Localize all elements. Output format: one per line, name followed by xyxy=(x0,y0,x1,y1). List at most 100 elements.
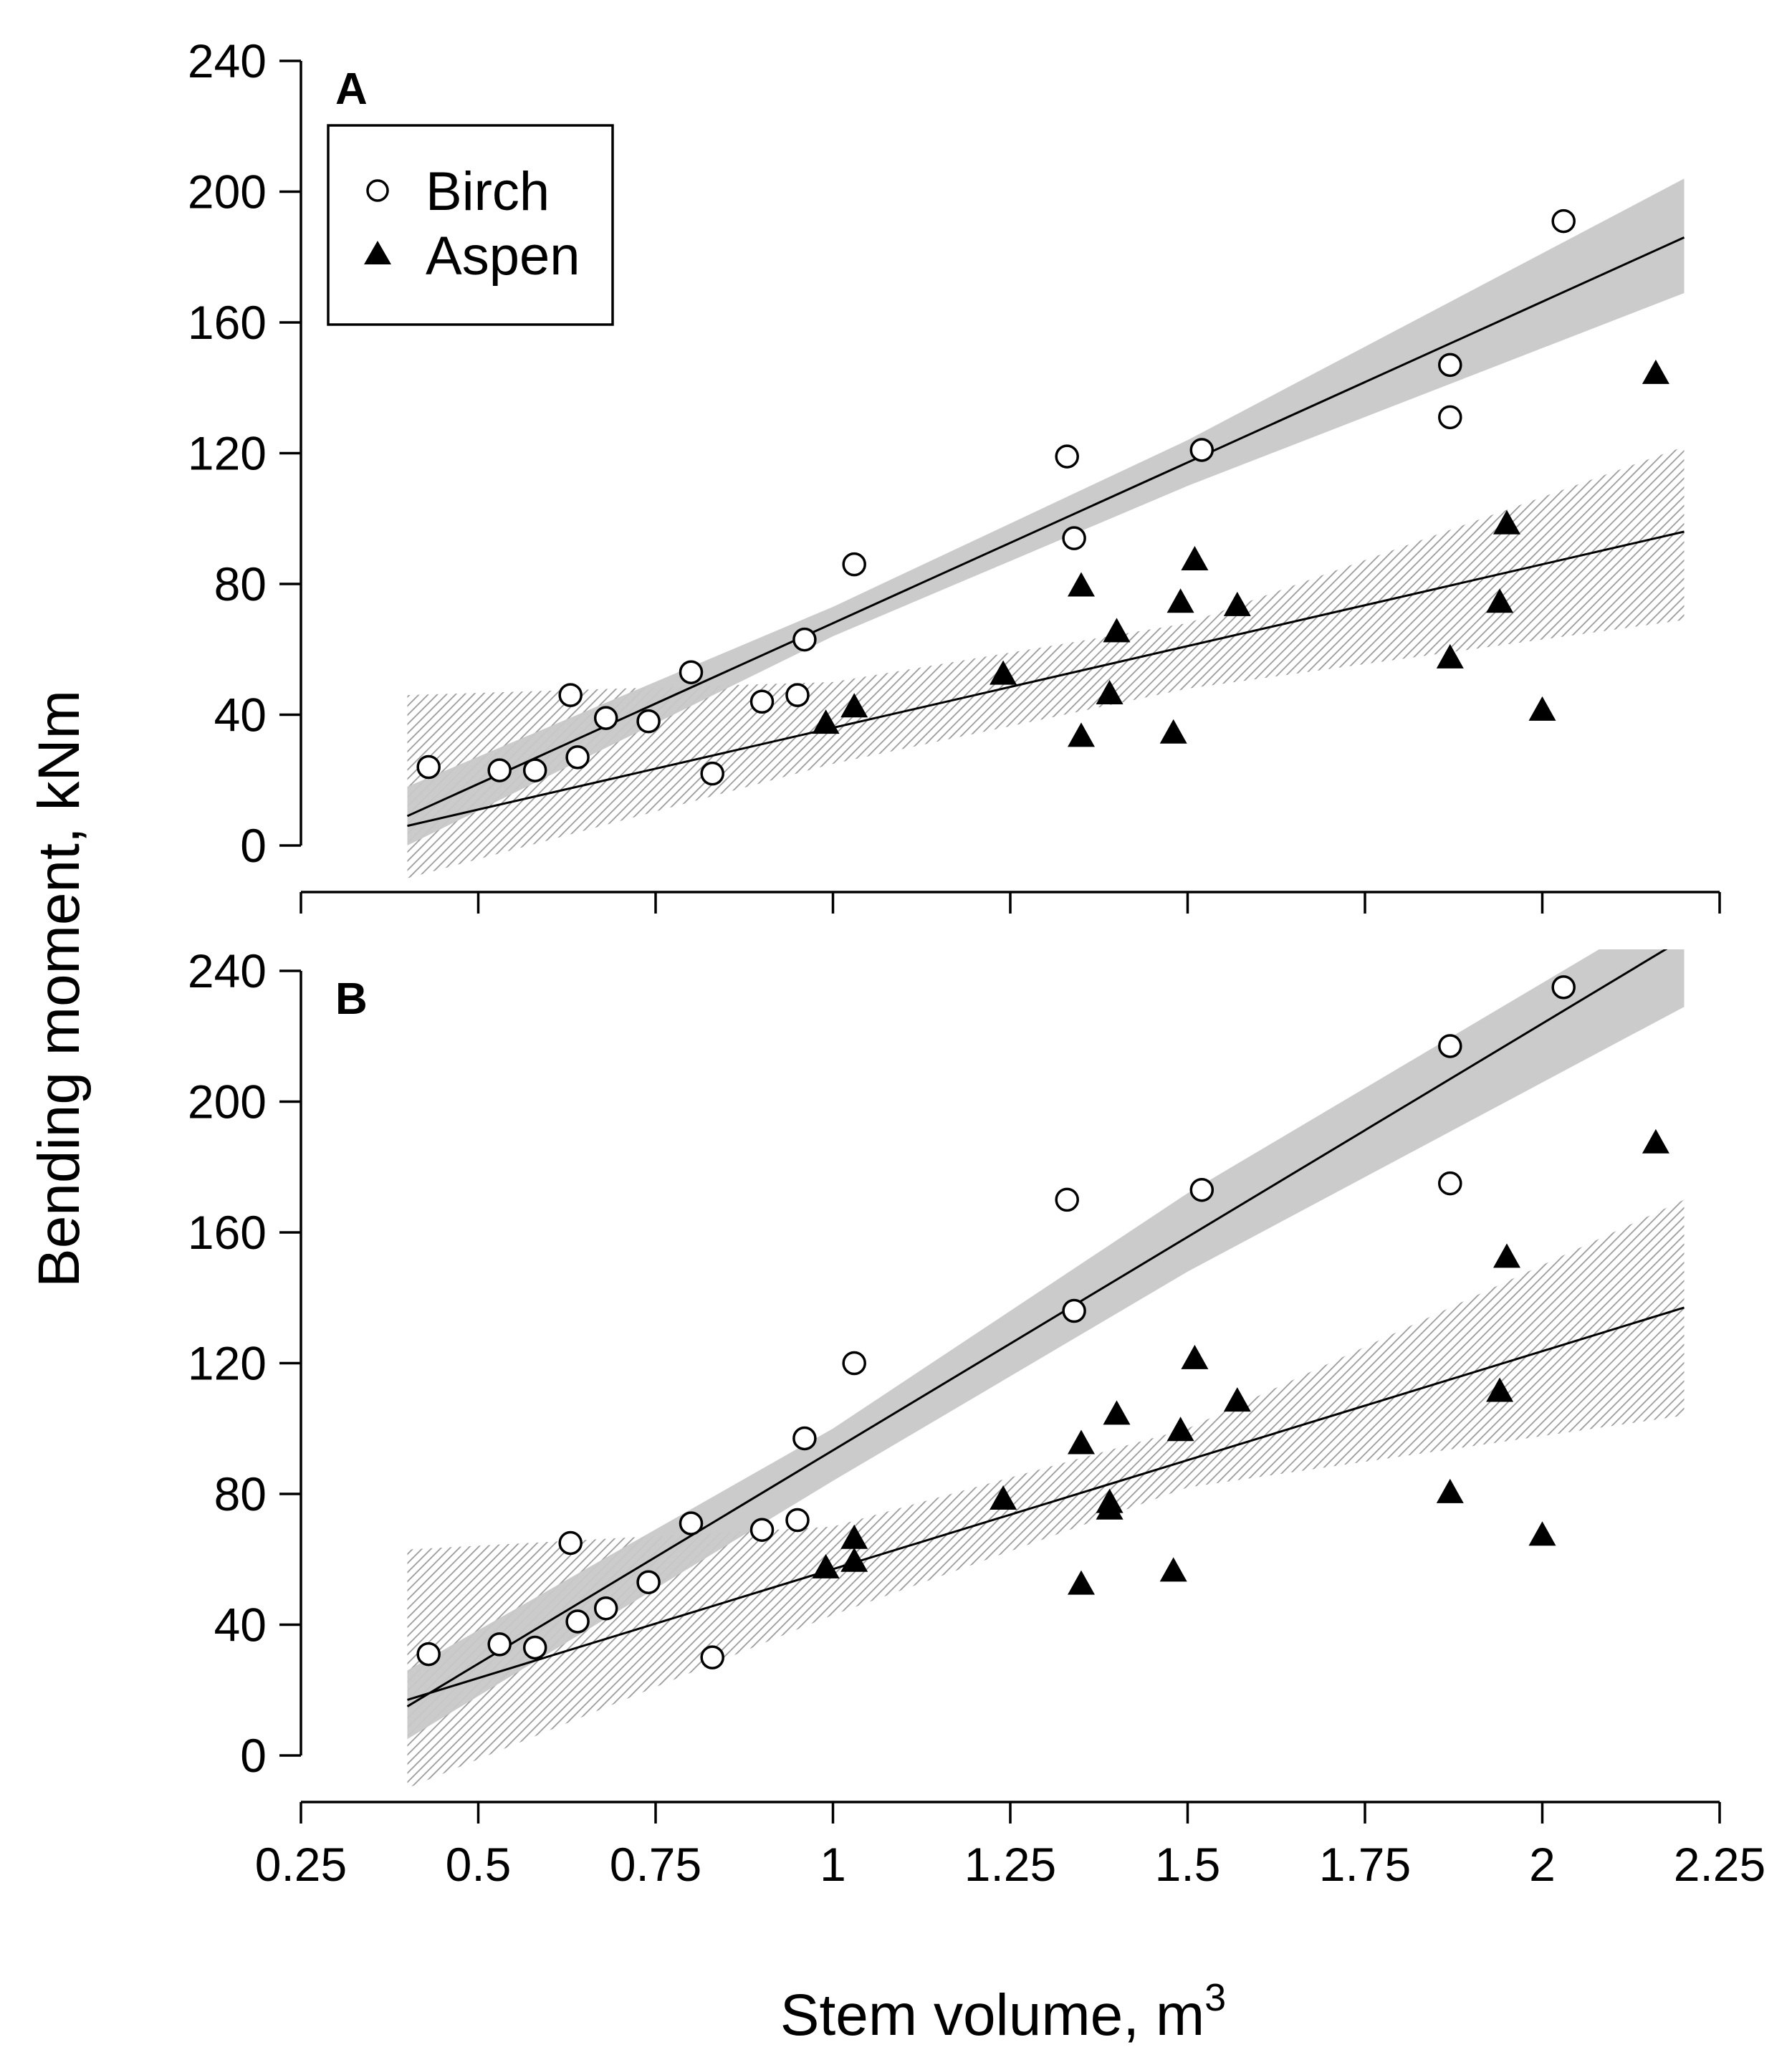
birch-point xyxy=(1062,1298,1086,1323)
legend-birch-marker xyxy=(366,179,389,202)
aspen-point xyxy=(840,1524,868,1549)
aspen-point xyxy=(1159,719,1187,744)
y-tick-label: 40 xyxy=(214,1599,267,1652)
birch-point xyxy=(593,1596,618,1621)
x-tick-label: 2 xyxy=(1529,1838,1556,1891)
y-tick-label: 80 xyxy=(214,557,267,610)
aspen-point xyxy=(1223,1387,1251,1412)
birch-point xyxy=(792,627,817,652)
x-axis-title: Stem volume, m3 xyxy=(780,1976,1226,2048)
birch-point xyxy=(1438,353,1462,378)
x-axis-title-superscript: 3 xyxy=(1204,1976,1226,2019)
aspen-point xyxy=(1493,509,1520,535)
birch-point xyxy=(1551,209,1576,234)
birch-point xyxy=(700,1645,724,1669)
birch-point xyxy=(522,758,547,782)
aspen-point xyxy=(1528,696,1556,721)
x-tick-label: 1 xyxy=(820,1838,846,1891)
aspen-point xyxy=(1642,1129,1669,1154)
aspen-point xyxy=(1436,1478,1464,1503)
aspen-point xyxy=(1166,1417,1194,1442)
fit-line-birch xyxy=(406,236,1685,818)
aspen-point xyxy=(840,693,868,718)
y-tick-label: 80 xyxy=(214,1467,267,1520)
birch-point xyxy=(749,689,775,714)
aspen-point xyxy=(1223,591,1251,616)
aspen-point xyxy=(990,1485,1017,1510)
aspen-point xyxy=(1068,1429,1095,1455)
legend-label-birch: Birch xyxy=(426,161,550,222)
birch-point xyxy=(1551,975,1576,1000)
aspen-point xyxy=(1493,1243,1520,1268)
birch-point xyxy=(1055,444,1079,469)
aspen-point xyxy=(1068,572,1095,597)
aspen-point xyxy=(1486,1377,1514,1402)
birch-point xyxy=(842,1351,866,1376)
aspen-point xyxy=(812,1553,840,1578)
aspen-point xyxy=(1068,722,1095,747)
x-tick-label: 0.5 xyxy=(446,1838,512,1891)
axes-layer: 0 40 80 120 160 200 240 A 0 40 80 120 160 200 240 B 0.25… xyxy=(188,34,1765,1891)
birch-point xyxy=(416,754,441,780)
aspen-point xyxy=(1528,1521,1556,1546)
axis-titles: Stem volume, m3 Bending moment, kNm xyxy=(27,690,1226,2048)
y-tick-label: 0 xyxy=(240,1729,267,1782)
y-tick-label: 120 xyxy=(188,1337,267,1390)
birch-point xyxy=(522,1635,547,1660)
birch-point xyxy=(1438,405,1462,430)
y-tick-label: 240 xyxy=(188,944,267,997)
aspen-point xyxy=(1068,1570,1095,1595)
aspen-point xyxy=(1181,545,1209,570)
aspen-point xyxy=(990,660,1017,685)
birch-point xyxy=(487,758,512,782)
birch-point xyxy=(558,1530,583,1556)
confidence-band-aspen xyxy=(407,446,1685,878)
legend-box xyxy=(327,124,614,326)
x-tick-label: 1.25 xyxy=(964,1838,1056,1891)
y-tick-label: 40 xyxy=(214,689,267,742)
aspen-point xyxy=(1166,588,1194,613)
y-tick-label: 200 xyxy=(188,166,267,219)
y-tick-label: 160 xyxy=(188,296,267,349)
birch-point xyxy=(1189,438,1214,462)
plot-area-A xyxy=(406,178,1685,878)
panel-tag-B: B xyxy=(335,974,368,1024)
birch-point xyxy=(1438,1034,1462,1058)
birch-point xyxy=(565,1609,590,1634)
confidence-band-aspen xyxy=(407,1199,1685,1788)
panel-A xyxy=(406,178,1685,878)
y-tick-label: 240 xyxy=(188,34,267,87)
birch-point xyxy=(679,1511,704,1535)
birch-point xyxy=(1055,1187,1079,1212)
x-axis-title-text: Stem volume, m xyxy=(780,1983,1204,2048)
y-tick-label: 160 xyxy=(188,1206,267,1259)
panels-layer xyxy=(406,178,1685,1788)
x-tick-label: 1.5 xyxy=(1155,1838,1221,1891)
fit-line-aspen xyxy=(407,530,1685,828)
confidence-band-birch xyxy=(407,178,1685,845)
birch-point xyxy=(636,1570,661,1594)
fit-line-birch xyxy=(406,949,1668,1707)
birch-point xyxy=(565,745,590,770)
y-tick-label: 120 xyxy=(188,427,267,480)
y-tick-label: 200 xyxy=(188,1075,267,1129)
panel-B xyxy=(406,949,1685,1788)
birch-point xyxy=(487,1632,512,1657)
x-tick-label: 0.25 xyxy=(255,1838,347,1891)
legend-aspen-marker xyxy=(364,241,391,264)
aspen-point xyxy=(1486,588,1514,613)
aspen-point xyxy=(1436,643,1464,669)
birch-point xyxy=(842,552,866,577)
birch-point xyxy=(785,1508,810,1533)
aspen-point xyxy=(840,1547,868,1572)
birch-point xyxy=(1438,1171,1462,1196)
panel-tag-A: A xyxy=(335,64,368,114)
y-tick-label: 0 xyxy=(240,819,267,872)
aspen-point xyxy=(1181,1344,1209,1369)
birch-point xyxy=(416,1642,441,1667)
birch-point xyxy=(593,706,618,730)
birch-point xyxy=(679,660,704,684)
aspen-point xyxy=(1159,1557,1187,1582)
